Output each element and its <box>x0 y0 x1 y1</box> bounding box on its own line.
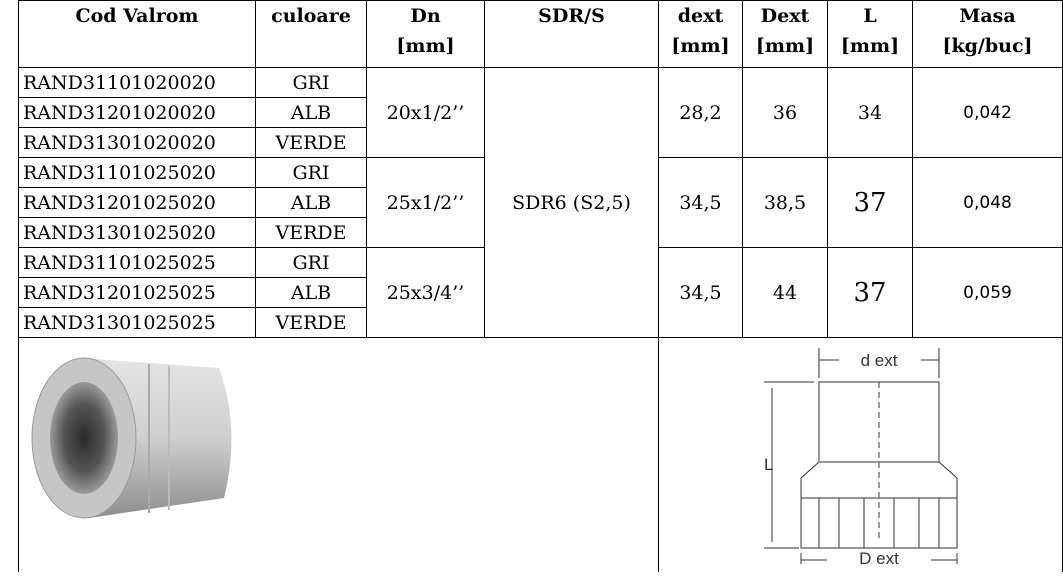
header-text: [mm] <box>840 35 900 57</box>
header-cell: Dext [mm] <box>742 0 828 68</box>
Dext-dim <box>800 553 958 570</box>
data-row: RAND31301025020 VERDE <box>18 217 1063 248</box>
sdr-cell: SDR6 (S2,5) <box>484 67 659 338</box>
header-cell: dext [mm] <box>658 0 743 68</box>
diagram-cell: d ext L D ext <box>658 337 1063 572</box>
l-cell: 37 <box>827 247 913 338</box>
header-text: Masa <box>959 5 1016 27</box>
color-cell: VERDE <box>255 307 367 338</box>
color-cell: GRI <box>255 67 367 98</box>
table-body: RAND31101020020 GRI 20x1/2’’ SDR6 (S2,5) 28,… <box>18 67 1063 338</box>
color-cell: GRI <box>255 157 367 188</box>
header-text: SDR/S <box>538 5 605 27</box>
header-cell: L [mm] <box>827 0 913 68</box>
data-row: RAND31301025025 VERDE <box>18 307 1063 338</box>
code-cell: RAND31201025020 <box>18 187 256 218</box>
code-cell: RAND31201025025 <box>18 277 256 308</box>
color-cell: ALB <box>255 97 367 128</box>
header-text: Dext <box>760 5 810 27</box>
code-cell: RAND31201020020 <box>18 97 256 128</box>
color-cell: ALB <box>255 187 367 218</box>
header-text: [mm] <box>755 35 815 57</box>
code-cell: RAND31301020020 <box>18 127 256 158</box>
Dext-label: D ext <box>859 549 899 564</box>
dext-cell: 34,5 <box>658 157 743 248</box>
dext-dim <box>818 348 940 378</box>
data-row: RAND31201025025 ALB <box>18 277 1063 308</box>
header-text: [kg/buc] <box>942 35 1033 57</box>
data-row: RAND31101025025 GRI 25x3/4’’ 34,5 44 37 0,059 <box>18 247 1063 338</box>
header-text: L <box>863 5 877 27</box>
code-cell: RAND31101020020 <box>18 67 256 98</box>
header-cell: Cod Valrom <box>18 0 256 68</box>
header-text: [mm] <box>396 35 455 57</box>
code-cell: RAND31101025025 <box>18 247 256 278</box>
l-cell: 37 <box>827 157 913 248</box>
l-cell: 34 <box>827 67 913 158</box>
header-row: Cod Valrom culoare Dn [mm] SDR/S dext [mm] Dext… <box>18 0 1063 68</box>
mass-cell: 0,048 <box>912 157 1063 248</box>
image-row: d ext L D ext <box>18 337 1063 572</box>
header-cell: SDR/S <box>484 0 659 68</box>
Dext-cell: 44 <box>742 247 828 338</box>
code-cell: RAND31101025020 <box>18 157 256 188</box>
photo-cell <box>18 337 659 572</box>
dext-cell: 28,2 <box>658 67 743 158</box>
data-row: RAND31301020020 VERDE <box>18 127 1063 158</box>
code-cell: RAND31301025020 <box>18 217 256 248</box>
product-table: Cod Valrom culoare Dn [mm] SDR/S dext [mm] Dext… <box>18 0 1063 572</box>
mass-cell: 0,042 <box>912 67 1063 158</box>
header-cell: Dn [mm] <box>366 0 485 68</box>
dn-cell: 25x1/2’’ <box>366 157 485 248</box>
color-cell: ALB <box>255 277 367 308</box>
data-row: RAND31101025020 GRI 25x1/2’’ 34,5 38,5 37 0,04… <box>18 157 1063 248</box>
header-text: dext <box>677 5 724 27</box>
mass-cell: 0,059 <box>912 247 1063 338</box>
dn-cell: 20x1/2’’ <box>366 67 485 158</box>
diagram-nut <box>800 461 958 549</box>
Dext-cell: 36 <box>742 67 828 158</box>
color-cell: VERDE <box>255 217 367 248</box>
l-dim <box>764 381 814 549</box>
header-text: [mm] <box>671 35 730 57</box>
Dext-cell: 38,5 <box>742 157 828 248</box>
product-photo <box>31 357 232 519</box>
header-text: Dn <box>410 5 441 27</box>
dext-cell: 34,5 <box>658 247 743 338</box>
dn-cell: 25x3/4’’ <box>366 247 485 338</box>
header-cell: Masa [kg/buc] <box>912 0 1063 68</box>
dext-label: d ext <box>861 351 898 370</box>
code-cell: RAND31301025025 <box>18 307 256 338</box>
dimension-diagram: d ext L D ext <box>764 348 958 570</box>
header-text: culoare <box>271 5 351 27</box>
data-row: RAND31201020020 ALB <box>18 97 1063 128</box>
header-text: Cod Valrom <box>75 5 199 27</box>
header-cell: culoare <box>255 0 367 68</box>
color-cell: GRI <box>255 247 367 278</box>
color-cell: VERDE <box>255 127 367 158</box>
data-row: RAND31101020020 GRI 20x1/2’’ SDR6 (S2,5) 28,… <box>18 67 1063 338</box>
l-label: L <box>764 455 773 474</box>
